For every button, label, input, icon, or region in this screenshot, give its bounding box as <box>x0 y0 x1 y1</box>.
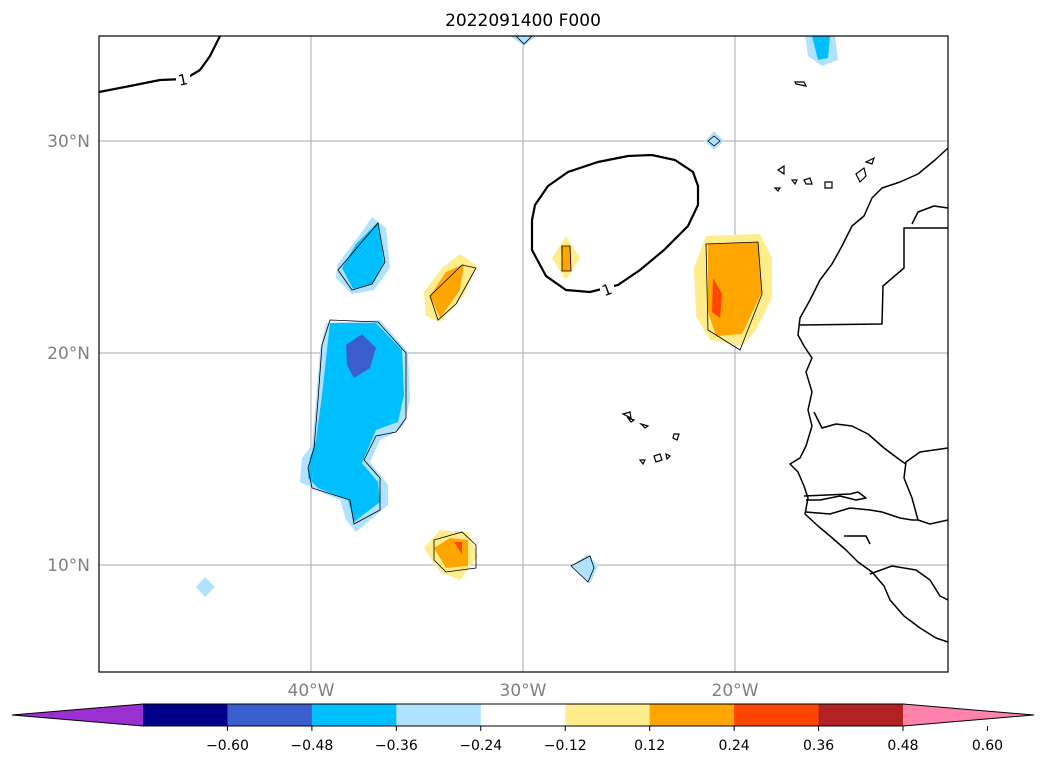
colorbar-tick-label: −0.60 <box>206 738 249 754</box>
colorbar-segment <box>818 704 904 726</box>
colorbar-segment <box>311 704 397 726</box>
colorbar-segment <box>143 704 228 726</box>
colorbar-tick-label: −0.12 <box>544 738 587 754</box>
positive-anomaly-east <box>694 234 772 351</box>
lat-tick-label: 30°N <box>47 132 90 152</box>
positive-anomaly-23n-33w <box>424 254 477 322</box>
positive-anomaly-24n-28w <box>552 236 580 280</box>
colorbar-tick-label: −0.48 <box>290 738 333 754</box>
lat-tick-labels: 30°N 20°N 10°N <box>47 132 90 576</box>
colorbar-segment <box>480 704 566 726</box>
gridlines <box>99 36 948 672</box>
colorbar-tick-label: 0.12 <box>634 738 665 754</box>
colorbar-segment <box>396 704 482 726</box>
colorbar-tick-label: 0.36 <box>803 738 834 754</box>
map-panel: 1 1 <box>99 36 948 672</box>
lat-tick-label: 10°N <box>47 556 90 576</box>
lon-tick-label: 40°W <box>288 681 335 701</box>
map-frame <box>98 35 949 673</box>
colorbar-segment <box>565 704 651 726</box>
colorbar-tick-label: 0.48 <box>887 738 918 754</box>
colorbar: −0.60 −0.48 −0.36 −0.24 −0.12 0.12 0.24 0.36 0.4… <box>11 703 1035 754</box>
lon-tick-label: 20°W <box>712 681 759 701</box>
colorbar-segment <box>649 704 735 726</box>
colorbar-tick-label: 0.60 <box>972 738 1003 754</box>
contour-labels: 1 1 <box>176 70 615 300</box>
lat-tick-label: 20°N <box>47 344 90 364</box>
lon-tick-label: 30°W <box>500 681 547 701</box>
figure-title: 2022091400 F000 <box>445 11 601 31</box>
coastlines <box>789 147 948 643</box>
negative-anomaly-west <box>300 319 410 532</box>
contour-label-1: 1 <box>176 70 189 90</box>
positive-anomaly-11n-33w <box>424 530 478 580</box>
colorbar-extend-low <box>12 704 143 726</box>
lon-tick-labels: 40°W 30°W 20°W <box>288 681 759 701</box>
colorbar-segment <box>734 704 820 726</box>
colorbar-tick-label: −0.24 <box>459 738 502 754</box>
colorbar-segment <box>227 704 313 726</box>
islands <box>621 81 876 466</box>
negative-anomaly-north <box>336 217 390 294</box>
colorbar-tick-label: 0.24 <box>719 738 750 754</box>
colorbar-outline <box>11 703 1035 727</box>
negative-anomaly-small <box>196 36 838 597</box>
colorbar-tick-label: −0.36 <box>375 738 418 754</box>
colorbar-extend-high <box>903 704 1034 726</box>
